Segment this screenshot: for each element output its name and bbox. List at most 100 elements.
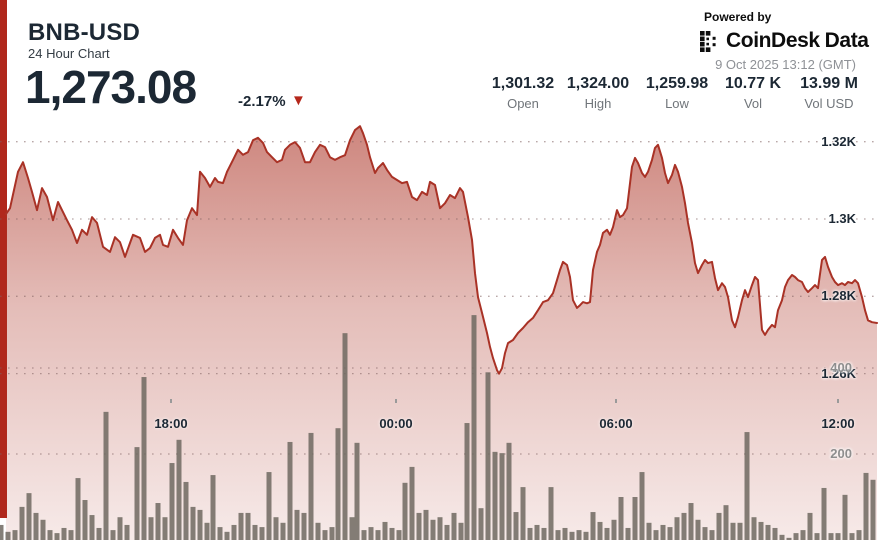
volume-bar: [197, 509, 203, 540]
volume-bar: [82, 500, 88, 540]
coindesk-logo-icon: [700, 30, 716, 52]
volume-bar: [47, 530, 53, 540]
volume-bar: [349, 517, 355, 540]
volume-bar: [807, 512, 813, 540]
time-axis-label: 06:00: [599, 416, 633, 431]
coindesk-link[interactable]: CoinDesk Data: [700, 29, 869, 53]
volume-bar: [40, 519, 46, 540]
volume-bar: [611, 519, 617, 540]
time-axis-label: 00:00: [379, 416, 413, 431]
volume-bar: [134, 447, 140, 540]
left-accent-bar: [0, 0, 7, 518]
volume-bar: [681, 512, 687, 540]
brand-coindesk: CoinDesk: [726, 29, 820, 52]
stat-vol-usd-label: Vol USD: [804, 96, 854, 111]
price-change-percent: -2.17%: [238, 93, 286, 110]
page-title: BNB-USD: [28, 19, 141, 46]
volume-bar: [639, 472, 645, 540]
stat-vol-usd: 13.99 M Vol USD: [800, 75, 858, 111]
volume-bar: [96, 527, 102, 540]
x-axis-tick: [615, 399, 617, 403]
stat-open-value: 1,301.32: [491, 75, 555, 92]
volume-bar: [12, 530, 18, 540]
volume-bar: [870, 479, 876, 540]
volume-bar: [464, 423, 470, 540]
volume-bar: [786, 537, 792, 540]
volume-bar: [75, 478, 81, 540]
volume-bar: [409, 466, 415, 540]
volume-bar: [667, 527, 673, 540]
volume-bar: [402, 482, 408, 540]
volume-bar: [329, 527, 335, 540]
volume-bar: [389, 527, 395, 540]
volume-bar: [604, 527, 610, 540]
volume-bar: [26, 493, 32, 540]
volume-bar: [737, 522, 743, 540]
x-axis-tick: [837, 399, 839, 403]
volume-bar: [280, 522, 286, 540]
volume-bar: [751, 517, 757, 540]
volume-bar: [301, 512, 307, 540]
volume-bar: [0, 524, 4, 540]
volume-bar: [534, 524, 540, 540]
volume-bar: [471, 315, 477, 540]
stat-vol-usd-value: 13.99 M: [800, 75, 858, 92]
volume-bar: [800, 530, 806, 540]
volume-bar: [562, 527, 568, 540]
volume-bar: [231, 524, 237, 540]
volume-bar: [793, 533, 799, 540]
volume-bar: [54, 533, 60, 540]
volume-bar: [723, 505, 729, 540]
time-axis-label: 12:00: [821, 416, 855, 431]
volume-bar: [322, 530, 328, 540]
current-price: 1,273.08: [25, 61, 197, 113]
volume-bar: [744, 432, 750, 540]
volume-bar: [117, 517, 123, 540]
time-axis-label: 18:00: [154, 416, 188, 431]
volume-bar: [842, 494, 848, 540]
volume-bar: [169, 463, 175, 540]
volume-bar: [61, 527, 67, 540]
volume-bar: [176, 439, 182, 540]
volume-bar: [758, 521, 764, 540]
volume-bar: [396, 530, 402, 540]
volume-bar: [183, 481, 189, 540]
volume-bar: [238, 512, 244, 540]
volume-bar: [335, 428, 341, 540]
volume-bar: [141, 377, 147, 540]
volume-bar: [368, 527, 374, 540]
volume-bar: [430, 519, 436, 540]
volume-bar: [513, 512, 519, 540]
volume-bar: [103, 411, 109, 540]
volume-bar: [5, 531, 11, 540]
volume-bar: [583, 531, 589, 540]
volume-bar: [492, 451, 498, 540]
volume-bar: [315, 522, 321, 540]
volume-bar: [716, 512, 722, 540]
volume-bar: [499, 453, 505, 540]
volume-bar: [451, 512, 457, 540]
volume-bar: [779, 534, 785, 540]
price-area-fill: [6, 126, 877, 540]
timestamp: 9 Oct 2025 13:12 (GMT): [715, 57, 856, 72]
volume-bar: [730, 522, 736, 540]
volume-bar: [273, 517, 279, 540]
volume-bar: [527, 527, 533, 540]
price-line: [5, 125, 878, 375]
volume-bar: [19, 506, 25, 540]
volume-bar: [709, 530, 715, 540]
volume-bar: [478, 508, 484, 540]
volume-bar: [33, 512, 39, 540]
volume-bar: [576, 530, 582, 540]
volume-bar: [541, 527, 547, 540]
volume-bar: [688, 503, 694, 540]
volume-bar: [155, 503, 161, 540]
powered-by-label: Powered by: [704, 10, 772, 24]
volume-bar: [828, 533, 834, 540]
volume-bar: [444, 524, 450, 540]
volume-bar: [695, 519, 701, 540]
volume-bar: [354, 442, 360, 540]
volume-bar: [110, 530, 116, 540]
chart-subtitle: 24 Hour Chart: [28, 46, 110, 61]
